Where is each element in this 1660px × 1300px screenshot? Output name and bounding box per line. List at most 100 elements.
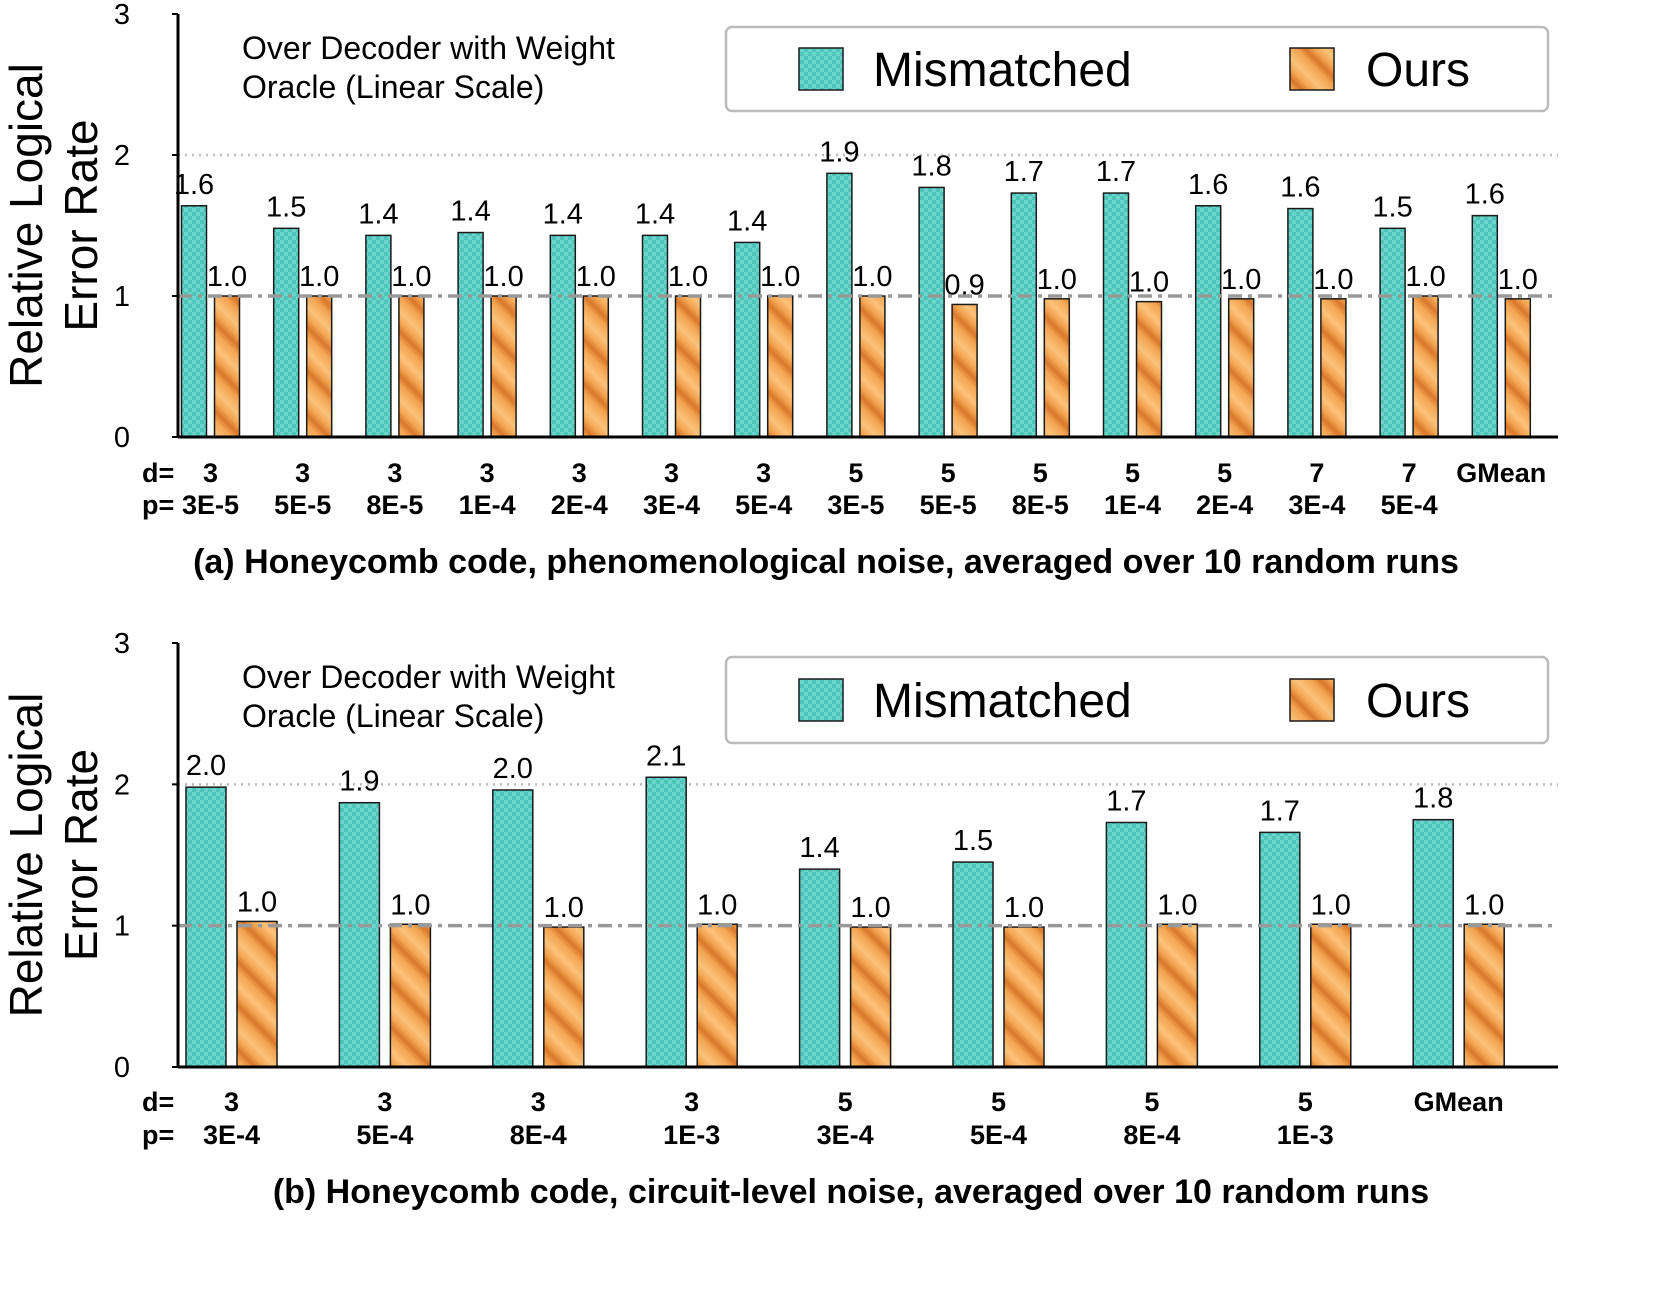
bar-ours <box>582 295 610 438</box>
tick-label-p: 5E-4 <box>1381 490 1438 520</box>
data-label-ours: 1.0 <box>1037 264 1077 296</box>
data-label-mismatched: 1.7 <box>1106 785 1146 817</box>
figure-caption: (b) Honeycomb code, circuit-level noise,… <box>273 1173 1429 1211</box>
data-label-ours: 1.0 <box>1221 264 1261 296</box>
bar-mismatched <box>645 776 687 1068</box>
legend: Mismatched Ours <box>724 655 1550 745</box>
data-label-ours: 1.0 <box>1157 889 1197 921</box>
bar-mismatched <box>1471 214 1499 438</box>
bar-ours <box>236 920 278 1068</box>
bar-mismatched <box>457 231 484 438</box>
row-label-p: p= <box>142 1120 174 1150</box>
data-label-mismatched: 1.5 <box>953 825 993 857</box>
row-label-d: d= <box>142 458 174 488</box>
bar-ours <box>398 295 425 438</box>
data-label-mismatched: 1.4 <box>543 198 583 230</box>
data-label-mismatched: 1.9 <box>339 766 379 798</box>
tick-label-d: 5 <box>1125 458 1140 488</box>
data-label-mismatched: 1.4 <box>358 198 398 230</box>
bar-mismatched <box>180 205 208 438</box>
tick-label-d: 7 <box>1309 458 1324 488</box>
bar-ours <box>1156 923 1199 1068</box>
y-axis-label-line-1: Relative Logical <box>0 693 52 1018</box>
tick-label-p: 3E-4 <box>1288 490 1345 520</box>
row-label-p: p= <box>142 490 174 520</box>
tick-label-p: 5E-4 <box>970 1120 1027 1150</box>
tick-label-p: 1E-4 <box>1104 490 1161 520</box>
tick-label-d: GMean <box>1456 458 1546 488</box>
y-tick-label: 1 <box>114 281 130 313</box>
data-label-ours: 1.0 <box>544 892 584 924</box>
data-label-ours: 1.0 <box>391 261 431 293</box>
bar-mismatched <box>492 789 534 1068</box>
bar-mismatched <box>1105 821 1148 1068</box>
legend-swatch-ours <box>1289 678 1335 722</box>
bar-ours <box>1310 923 1352 1068</box>
data-label-mismatched: 1.4 <box>450 196 490 228</box>
bar-mismatched <box>733 241 761 438</box>
data-label-ours: 1.0 <box>390 889 430 921</box>
tick-label-p: 3E-5 <box>827 490 884 520</box>
legend-label-ours: Ours <box>1366 44 1470 97</box>
tick-label-d: 3 <box>295 458 310 488</box>
tick-label-d: 7 <box>1402 458 1417 488</box>
tick-label-d: 3 <box>203 458 218 488</box>
bar-ours <box>490 295 517 438</box>
bar-ours <box>1412 295 1439 438</box>
annotation-line-2: Oracle (Linear Scale) <box>242 698 544 734</box>
data-label-mismatched: 1.6 <box>1188 169 1228 201</box>
y-tick-label: 2 <box>114 769 130 801</box>
legend-swatch-mismatched <box>798 678 844 722</box>
tick-label-p: 8E-5 <box>1012 490 1069 520</box>
data-label-ours: 1.0 <box>207 261 247 293</box>
bar-mismatched <box>1287 207 1314 438</box>
data-label-mismatched: 2.0 <box>493 753 533 785</box>
data-label-ours: 1.0 <box>576 261 616 293</box>
tick-label-p: 1E-3 <box>663 1120 720 1150</box>
tick-label-p: 5E-5 <box>274 490 331 520</box>
bar-ours <box>951 303 978 438</box>
bar-mismatched <box>641 234 669 438</box>
bar-ours <box>1135 300 1163 438</box>
tick-label-p: 5E-4 <box>735 490 792 520</box>
y-tick-label: 1 <box>114 911 130 943</box>
bar-ours <box>213 295 241 438</box>
bar-mismatched <box>1412 818 1454 1068</box>
data-label-ours: 1.0 <box>1464 889 1504 921</box>
tick-label-p: 3E-4 <box>817 1120 874 1150</box>
tick-label-p: 3E-4 <box>643 490 700 520</box>
tick-label-p: 8E-5 <box>366 490 423 520</box>
tick-label-d: 5 <box>991 1087 1006 1117</box>
annotation-line-1: Over Decoder with Weight <box>242 659 615 695</box>
tick-label-p: 1E-4 <box>459 490 516 520</box>
data-label-mismatched: 1.5 <box>266 191 306 223</box>
data-label-ours: 1.0 <box>1498 264 1538 296</box>
data-label-ours: 1.0 <box>1313 264 1353 296</box>
tick-label-p: 5E-5 <box>920 490 977 520</box>
legend-box <box>724 655 1550 745</box>
y-axis-label-line-2: Error Rate <box>55 119 107 331</box>
chart-panel-b: Mismatched Ours Over Decoder with WeightOr… <box>0 628 1558 1211</box>
tick-label-d: 3 <box>664 458 679 488</box>
data-label-ours: 1.0 <box>850 892 890 924</box>
data-label-mismatched: 2.0 <box>186 750 226 782</box>
legend-label-mismatched: Mismatched <box>873 44 1132 97</box>
bar-ours <box>766 295 794 438</box>
bar-mismatched <box>1379 227 1406 438</box>
bar-mismatched <box>549 234 577 438</box>
data-label-mismatched: 1.4 <box>799 832 839 864</box>
data-label-ours: 1.0 <box>1129 267 1169 299</box>
tick-label-p: 1E-3 <box>1277 1120 1334 1150</box>
tick-label-p: 5E-4 <box>356 1120 413 1150</box>
tick-label-d: 3 <box>756 458 771 488</box>
data-label-mismatched: 1.5 <box>1372 191 1412 223</box>
y-tick-label: 2 <box>114 140 130 172</box>
tick-label-d: 5 <box>1144 1087 1159 1117</box>
bar-ours <box>543 926 585 1068</box>
bar-ours <box>1463 923 1505 1068</box>
bar-mismatched <box>1102 192 1130 438</box>
tick-label-p: 2E-4 <box>1196 490 1253 520</box>
data-label-ours: 1.0 <box>1311 889 1351 921</box>
data-label-mismatched: 1.7 <box>1096 156 1136 188</box>
